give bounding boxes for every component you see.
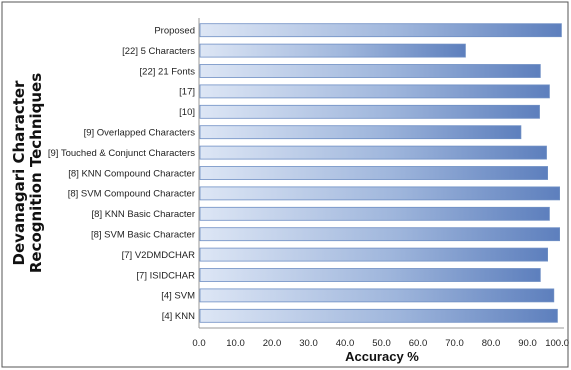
- bar: [199, 186, 561, 201]
- x-tick-label: 30.0: [299, 338, 318, 349]
- category-label: [7] V2DMDCHAR: [122, 250, 196, 261]
- bar: [199, 166, 549, 180]
- bar: [199, 84, 550, 99]
- x-tick-label: 90.0: [518, 338, 537, 349]
- x-tick-label: 10.0: [226, 338, 245, 349]
- y-axis-title-line-2: Recognition Techniques: [27, 73, 45, 273]
- x-tick-label: 70.0: [445, 338, 464, 349]
- x-tick-label: 60.0: [409, 338, 428, 349]
- x-tick-label: 100.0: [545, 338, 569, 349]
- x-axis-title: Accuracy %: [345, 349, 419, 364]
- x-tick-label: 0.0: [192, 338, 205, 349]
- category-label: [22] 5 Characters: [122, 46, 195, 57]
- category-label: [8] KNN Compound Character: [68, 168, 195, 179]
- category-label: [4] SVM: [161, 291, 195, 302]
- x-tick-label: 80.0: [482, 338, 501, 349]
- bar: [199, 104, 540, 119]
- y-axis-title: Devanagari Character Recognition Techniq…: [10, 73, 45, 273]
- bar: [199, 227, 561, 242]
- bar: [199, 308, 558, 323]
- category-label: [9] Touched & Conjunct Characters: [48, 148, 195, 159]
- bar: [199, 23, 562, 38]
- y-axis-title-line-1: Devanagari Character: [10, 80, 28, 266]
- bar: [199, 288, 555, 303]
- category-label: [8] KNN Basic Character: [92, 209, 195, 220]
- bar: [199, 64, 541, 78]
- category-label: [8] SVM Basic Character: [91, 230, 195, 241]
- category-label: [17]: [179, 87, 195, 98]
- bar: [199, 43, 466, 58]
- bar: [199, 268, 541, 282]
- bar: [199, 247, 549, 262]
- x-tick-label: 50.0: [372, 338, 391, 349]
- category-labels: Proposed [22] 5 Characters [22] 21 Fonts [1…: [48, 26, 195, 323]
- x-tick-label: 20.0: [263, 338, 282, 349]
- bar: [199, 125, 522, 140]
- x-tick-label: 40.0: [336, 338, 355, 349]
- bar: [199, 206, 550, 221]
- category-label: [10]: [179, 107, 195, 118]
- category-label: [8] SVM Compound Character: [68, 189, 195, 200]
- x-tick-labels: 0.0 10.0 20.0 30.0 40.0 50.0 60.0 70.0 80.0 90.0 1…: [192, 338, 569, 349]
- category-label: [4] KNN: [162, 311, 195, 322]
- category-label: [7] ISIDCHAR: [136, 270, 195, 281]
- bar: [199, 145, 547, 160]
- category-label: [22] 21 Fonts: [140, 66, 196, 77]
- bars-layer: [199, 23, 562, 323]
- category-label: Proposed: [154, 26, 195, 37]
- category-label: [9] Overlapped Characters: [84, 128, 196, 139]
